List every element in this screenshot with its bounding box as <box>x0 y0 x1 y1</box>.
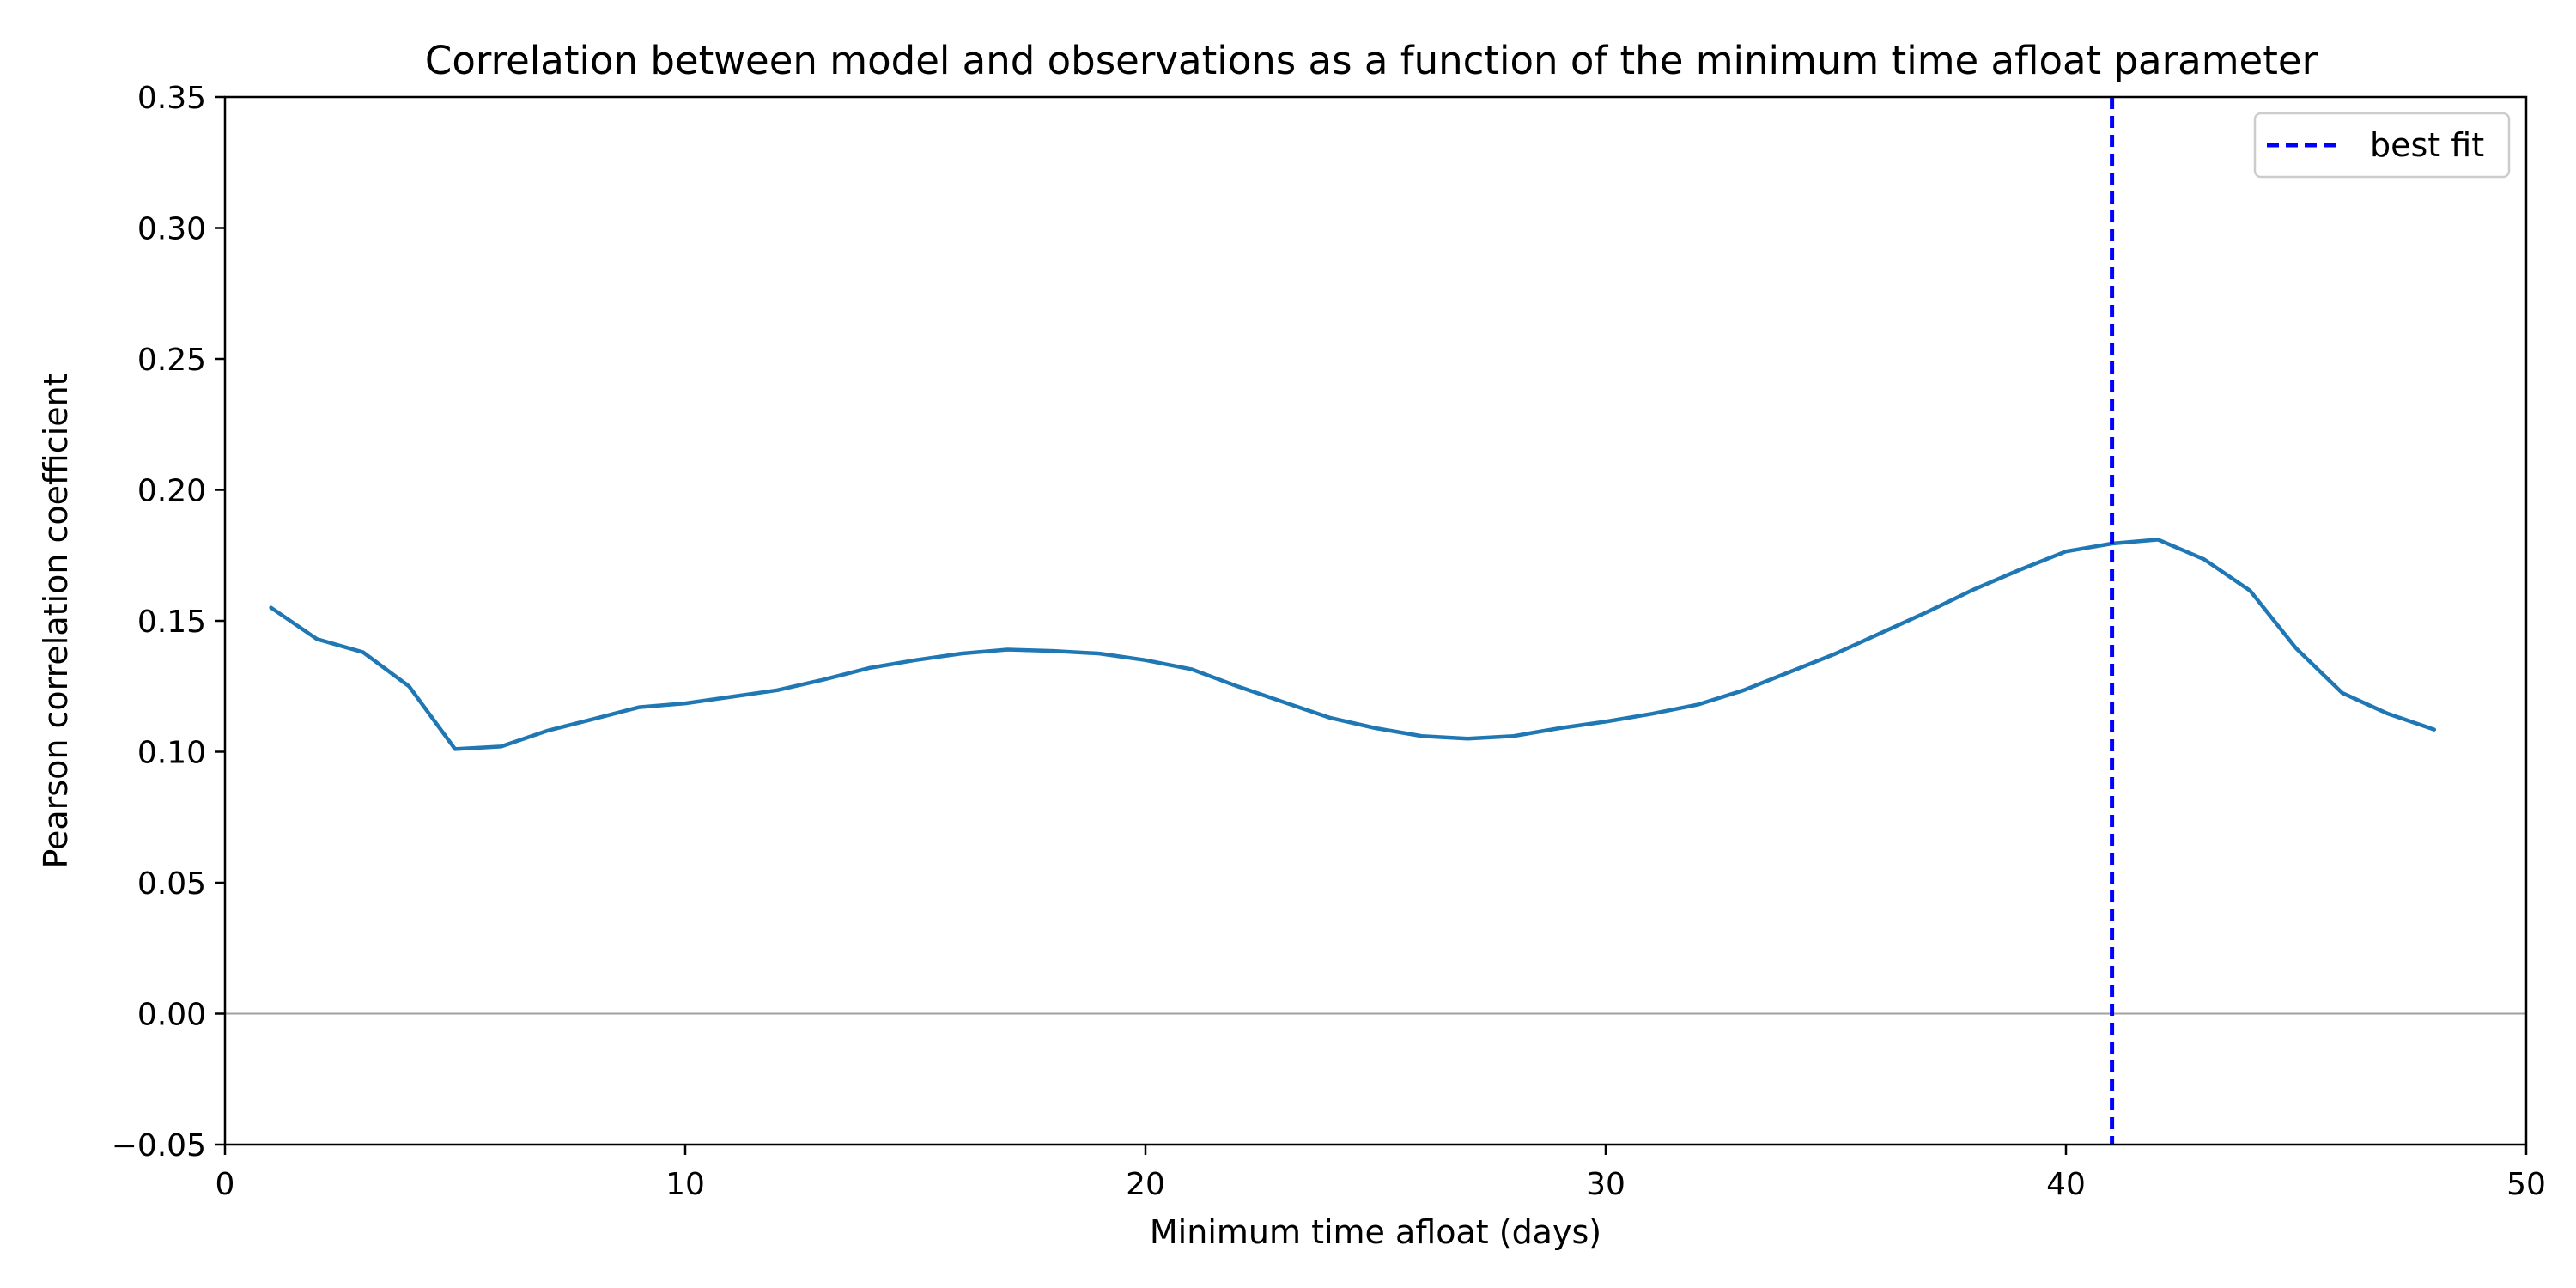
x-tick-label: 40 <box>2046 1167 2086 1202</box>
x-tick-label: 20 <box>1126 1167 1165 1202</box>
y-tick-label: 0.20 <box>137 474 206 509</box>
series-line-correlation <box>269 538 2437 751</box>
y-tick-label: 0.10 <box>137 736 206 771</box>
y-tick-label: 0.05 <box>137 866 206 902</box>
legend-box <box>2253 112 2511 179</box>
x-axis-label: Minimum time afloat (days) <box>1150 1213 1601 1251</box>
y-tick-label: 0.30 <box>137 212 206 247</box>
y-tick-label: 0.35 <box>137 81 206 116</box>
x-tick-label: 30 <box>1586 1167 1625 1202</box>
y-tick-label: 0.15 <box>137 605 206 640</box>
x-tick-label: 0 <box>216 1167 235 1202</box>
y-tick-label: 0.25 <box>137 343 206 378</box>
chart-title: Correlation between model and observatio… <box>425 38 2318 83</box>
x-tick-label: 50 <box>2506 1167 2546 1202</box>
y-tick-label: 0.00 <box>137 998 206 1033</box>
y-axis: −0.05 0.00 0.05 0.10 0.15 0.20 0.25 0.30 0.35 <box>112 81 225 1163</box>
y-axis-label: Pearson correlation coefficient <box>37 373 75 868</box>
legend: best fit <box>2253 112 2511 179</box>
series-layer <box>269 538 2437 751</box>
x-axis: 0 10 20 30 40 50 <box>216 1145 2546 1202</box>
x-tick-label: 10 <box>665 1167 705 1202</box>
plot-frame <box>223 95 2528 1146</box>
y-tick-label: −0.05 <box>112 1128 206 1163</box>
legend-label-best-fit: best fit <box>2370 126 2484 164</box>
